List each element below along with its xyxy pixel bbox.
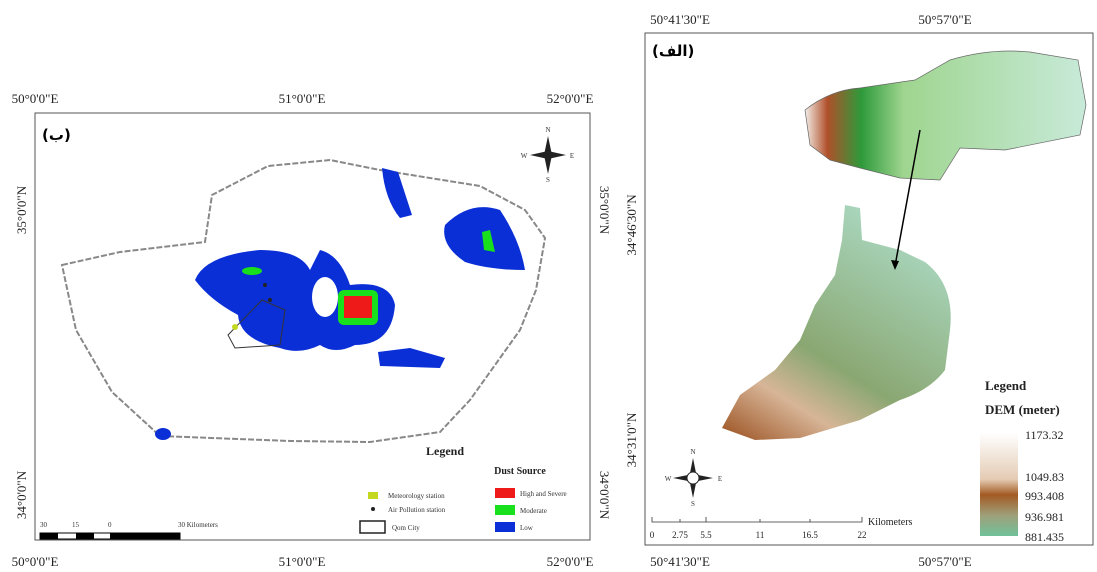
scale-label: 16.5: [802, 530, 818, 540]
moderate-zone: [242, 267, 262, 275]
scale-unit: Kilometers: [868, 517, 913, 528]
legend-value: 993.408: [1025, 489, 1064, 503]
legend-swatch: [495, 505, 515, 515]
meteorology-station: [232, 324, 238, 330]
compass-n: N: [690, 448, 695, 456]
legend-swatch: [495, 522, 515, 532]
scale-label: 30: [40, 521, 48, 529]
legend-value: 936.981: [1025, 510, 1064, 524]
legend-value: 881.435: [1025, 530, 1064, 544]
scale-label: 0: [650, 530, 655, 540]
gap: [312, 277, 338, 317]
longitude-label: 52°0'0"E: [547, 91, 594, 106]
compass-w: W: [665, 475, 672, 483]
compass-e: E: [570, 152, 574, 160]
scale-label: 2.75: [672, 530, 688, 540]
legend-item: Meteorology station: [388, 492, 445, 500]
legend-item: Low: [520, 524, 534, 532]
longitude-label: 50°0'0"E: [12, 91, 59, 106]
legend-swatch: [371, 507, 375, 511]
longitude-label: 51°0'0"E: [279, 554, 326, 569]
legend-subtitle: DEM (meter): [985, 402, 1060, 417]
legend-swatch: [495, 488, 515, 498]
compass-n: N: [545, 126, 550, 134]
latitude-label: 34°46'30"N: [624, 194, 639, 256]
latitude-label: 35°0'0"N: [14, 185, 29, 234]
legend-item: Air Pollution station: [388, 506, 446, 514]
latitude-label: 34°31'0"N: [624, 412, 639, 467]
air-pollution-station: [268, 298, 272, 302]
legend-item: Moderate: [520, 507, 547, 515]
dust-map: 50°0'0"E 51°0'0"E 52°0'0"E 50°0'0"E 51°0…: [12, 91, 612, 569]
severe-zone: [344, 296, 372, 318]
scale-label: 22: [858, 530, 867, 540]
figure: 50°0'0"E 51°0'0"E 52°0'0"E 50°0'0"E 51°0…: [0, 0, 1097, 572]
compass-s: S: [546, 176, 550, 184]
legend-ramp: [980, 433, 1018, 536]
scale-label: 11: [756, 530, 765, 540]
compass-e: E: [718, 475, 722, 483]
low-zone: [155, 428, 171, 440]
legend-value: 1049.83: [1025, 470, 1064, 484]
panel-label: (ب): [42, 126, 71, 144]
panel-label: (الف): [652, 42, 694, 60]
scale-label: 0: [108, 521, 112, 529]
compass-s: S: [691, 500, 695, 508]
longitude-label: 50°41'30"E: [650, 12, 710, 27]
latitude-label: 35°0'0"N: [597, 186, 612, 235]
legend-title: Legend: [426, 444, 464, 458]
longitude-label: 50°57'0"E: [918, 554, 971, 569]
longitude-label: 50°41'30"E: [650, 554, 710, 569]
legend-item: High and Severe: [520, 490, 567, 498]
latitude-label: 34°0'0"N: [597, 471, 612, 520]
latitude-label: 34°0'0"N: [14, 470, 29, 519]
legend-item: Qom City: [392, 524, 420, 532]
legend-swatch: [360, 521, 385, 533]
longitude-label: 51°0'0"E: [279, 91, 326, 106]
scale-label: 5.5: [700, 530, 712, 540]
longitude-label: 50°0'0"E: [12, 554, 59, 569]
compass-w: W: [521, 152, 528, 160]
longitude-label: 50°57'0"E: [918, 12, 971, 27]
longitude-label: 52°0'0"E: [547, 554, 594, 569]
legend-swatch: [368, 492, 378, 499]
scale-label: 30 Kilometers: [178, 521, 218, 529]
air-pollution-station: [263, 283, 267, 287]
dem-map: 50°41'30"E 50°57'0"E 50°41'30"E 50°57'0"…: [624, 12, 1093, 569]
scale-label: 15: [72, 521, 80, 529]
legend-subtitle: Dust Source: [494, 466, 546, 477]
legend-value: 1173.32: [1025, 428, 1064, 442]
legend-title: Legend: [985, 378, 1027, 393]
